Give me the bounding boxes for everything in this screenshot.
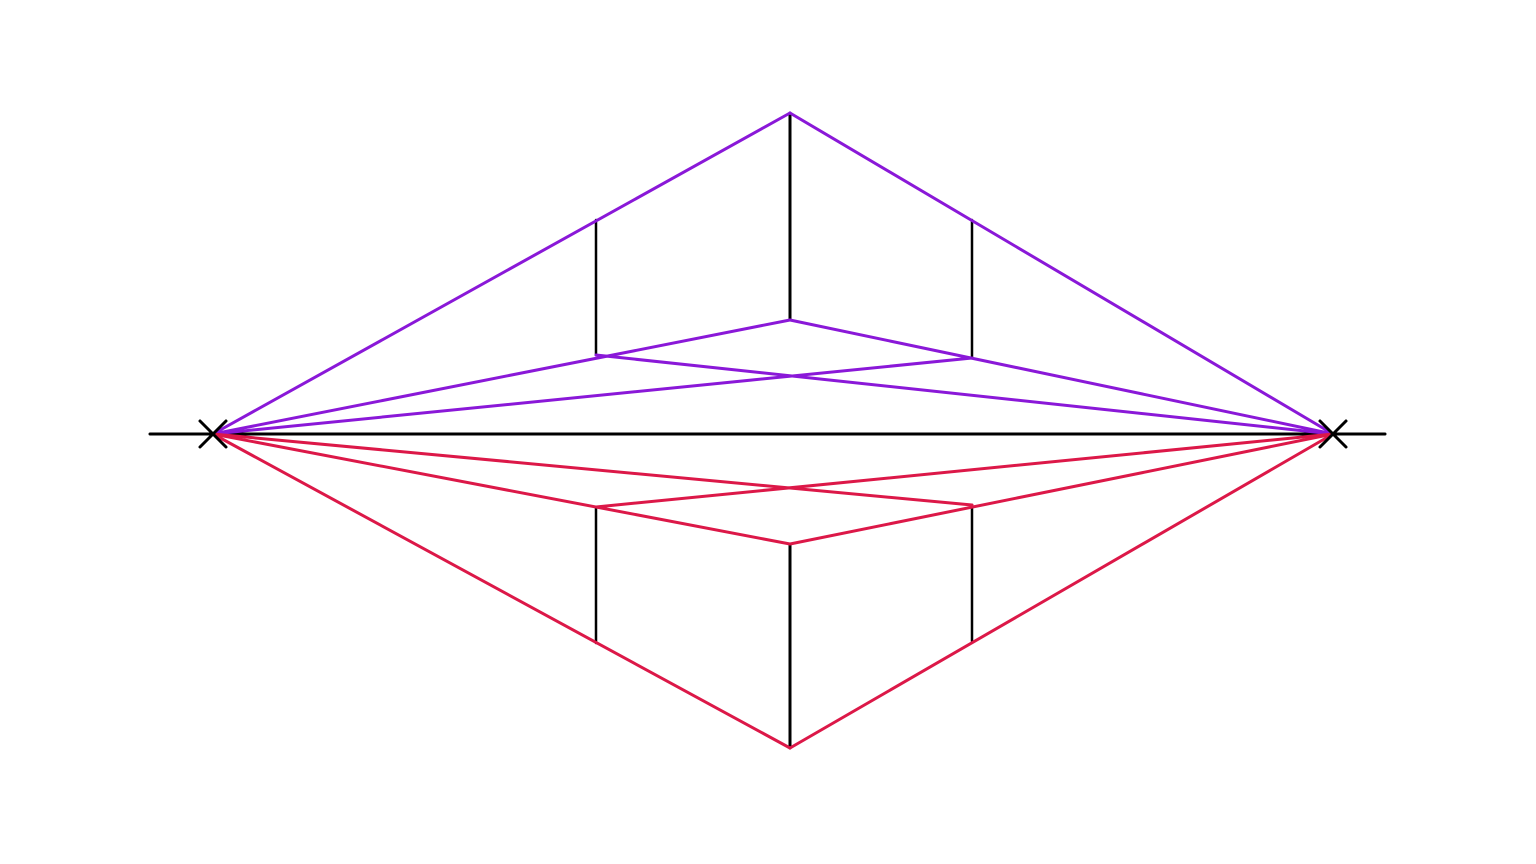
lower-top-right-line [788, 432, 1335, 546]
lower-back-right-line [211, 432, 974, 507]
lower-back-left-line [594, 432, 1335, 509]
vanishing-point-right-x-icon [1318, 419, 1348, 449]
upper-top-right-line [788, 111, 1335, 436]
upper-top-left-line [211, 111, 792, 436]
lower-top-left-line [211, 432, 792, 546]
upper-bottom-right-line [788, 318, 1335, 436]
upper-back-right-line [211, 356, 974, 436]
lower-bottom-right-line [788, 432, 1335, 750]
upper-back-left-line [594, 353, 1335, 436]
vanishing-point-left-x-icon [198, 419, 228, 449]
upper-bottom-left-line [211, 318, 792, 436]
lower-bottom-left-line [211, 432, 792, 750]
